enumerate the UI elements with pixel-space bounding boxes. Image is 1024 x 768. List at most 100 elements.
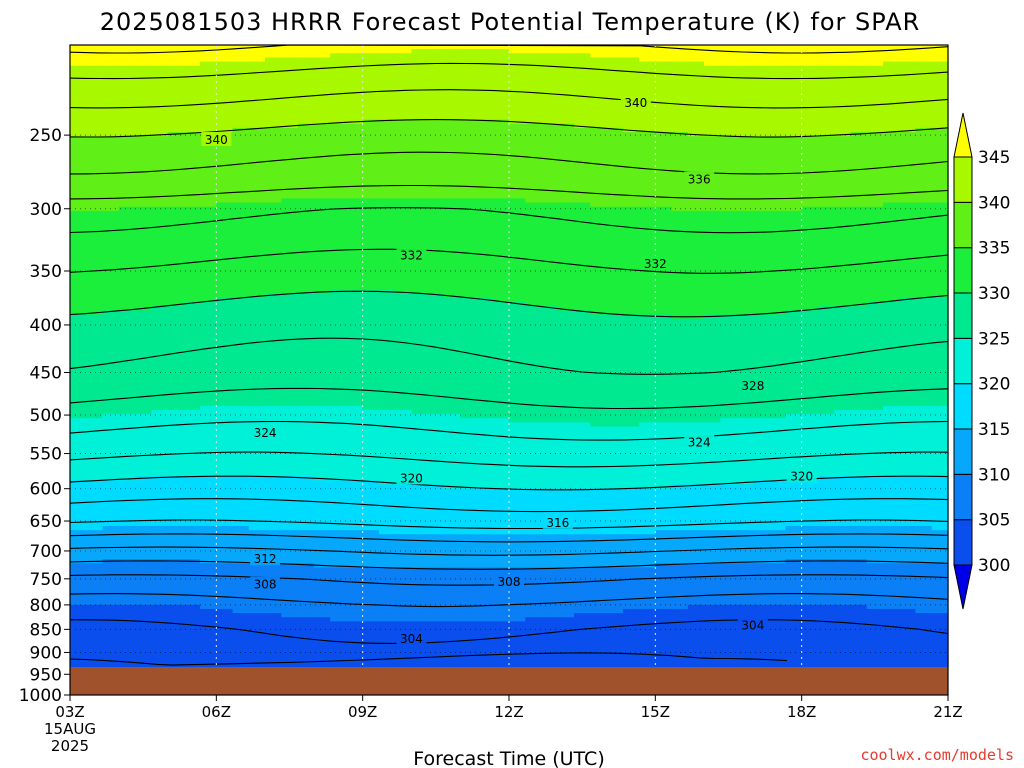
heatmap-cell <box>200 401 217 407</box>
heatmap-cell <box>102 202 120 208</box>
heatmap-cell <box>443 49 461 54</box>
heatmap-cell <box>427 235 445 241</box>
heatmap-cell <box>752 223 770 229</box>
heatmap-cell <box>167 82 185 88</box>
heatmap-cell <box>931 351 949 357</box>
heatmap-cell <box>882 297 900 303</box>
heatmap-cell <box>866 405 884 411</box>
heatmap-cell <box>606 78 624 83</box>
heatmap-cell <box>557 210 575 216</box>
heatmap-cell <box>232 426 250 432</box>
heatmap-cell <box>655 74 673 79</box>
heatmap-cell <box>899 297 917 303</box>
heatmap-cell <box>70 45 87 50</box>
heatmap-cell <box>443 165 461 170</box>
heatmap-cell <box>687 144 705 150</box>
heatmap-cell <box>606 339 624 345</box>
heatmap-cell <box>395 310 413 316</box>
heatmap-cell <box>476 351 494 357</box>
heatmap-cell <box>525 78 543 83</box>
heatmap-cell <box>866 397 884 403</box>
heatmap-cell <box>265 281 282 287</box>
heatmap-cell <box>118 252 136 258</box>
heatmap-cell <box>655 248 673 253</box>
heatmap-cell <box>118 210 136 216</box>
heatmap-cell <box>525 82 543 88</box>
heatmap-cell <box>200 169 217 175</box>
heatmap-cell <box>346 103 364 108</box>
heatmap-cell <box>135 107 152 112</box>
heatmap-cell <box>525 98 543 104</box>
heatmap-cell <box>817 414 835 419</box>
heatmap-cell <box>102 161 120 166</box>
heatmap-cell <box>671 397 689 403</box>
heatmap-cell <box>622 156 640 162</box>
heatmap-cell <box>834 98 852 104</box>
heatmap-cell <box>313 239 331 245</box>
heatmap-cell <box>752 368 770 374</box>
heatmap-cell <box>736 173 754 179</box>
heatmap-cell <box>135 144 152 150</box>
heatmap-cell <box>118 322 136 328</box>
heatmap-cell <box>639 235 656 241</box>
heatmap-cell <box>671 210 689 216</box>
heatmap-cell <box>70 405 87 411</box>
heatmap-cell <box>541 107 559 112</box>
heatmap-cell <box>411 173 429 179</box>
heatmap-cell <box>736 45 754 50</box>
heatmap-cell <box>769 256 787 262</box>
heatmap-cell <box>574 173 591 179</box>
heatmap-cell <box>525 335 543 341</box>
heatmap-cell <box>346 78 364 83</box>
heatmap-cell <box>167 94 185 100</box>
heatmap-cell <box>606 136 624 141</box>
heatmap-cell <box>785 198 803 204</box>
heatmap-cell <box>135 389 152 394</box>
heatmap-cell <box>606 152 624 158</box>
heatmap-cell <box>265 314 282 320</box>
heatmap-cell <box>736 372 754 378</box>
heatmap-cell <box>313 385 331 390</box>
heatmap-cell <box>915 202 933 208</box>
heatmap-cell <box>606 173 624 179</box>
heatmap-cell <box>216 409 234 415</box>
heatmap-cell <box>915 144 933 150</box>
heatmap-cell <box>200 45 217 50</box>
heatmap-cell <box>297 343 315 349</box>
heatmap-cell <box>183 65 201 71</box>
heatmap-cell <box>443 310 461 316</box>
heatmap-cell <box>785 223 803 229</box>
heatmap-cell <box>167 136 185 141</box>
heatmap-cell <box>509 256 526 262</box>
heatmap-cell <box>395 306 413 311</box>
heatmap-cell <box>687 111 705 117</box>
heatmap-cell <box>427 376 445 382</box>
heatmap-cell <box>752 244 770 249</box>
heatmap-cell <box>817 219 835 224</box>
heatmap-cell <box>769 302 787 307</box>
heatmap-cell <box>622 347 640 353</box>
heatmap-cell <box>882 86 900 92</box>
heatmap-cell <box>736 277 754 282</box>
heatmap-cell <box>313 260 331 266</box>
heatmap-cell <box>931 86 949 92</box>
heatmap-cell <box>850 281 868 287</box>
heatmap-cell <box>590 185 608 191</box>
heatmap-cell <box>817 202 835 208</box>
heatmap-cell <box>281 360 299 365</box>
heatmap-cell <box>834 165 852 170</box>
heatmap-cell <box>378 339 396 345</box>
heatmap-cell <box>167 161 185 166</box>
heatmap-cell <box>330 368 348 374</box>
heatmap-cell <box>476 314 494 320</box>
heatmap-cell <box>378 206 396 212</box>
heatmap-cell <box>574 107 591 112</box>
heatmap-cell <box>720 422 738 428</box>
heatmap-cell <box>720 331 738 336</box>
heatmap-cell <box>378 210 396 216</box>
heatmap-cell <box>639 277 656 282</box>
heatmap-cell <box>769 156 787 162</box>
heatmap-cell <box>70 185 87 191</box>
heatmap-cell <box>704 194 721 200</box>
heatmap-cell <box>200 57 217 63</box>
